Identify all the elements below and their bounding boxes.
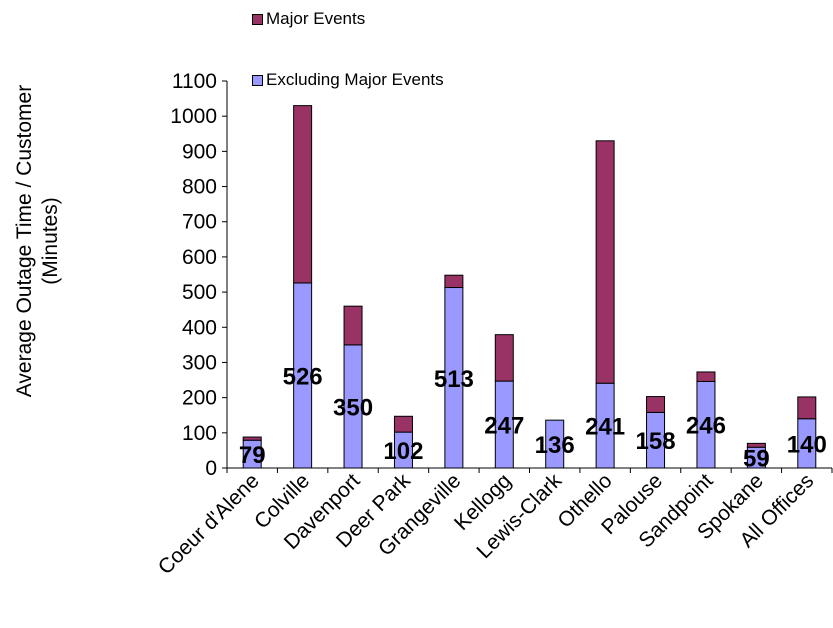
data-label: 526 [283, 363, 323, 390]
y-tick-label: 800 [182, 176, 217, 199]
y-tick-label: 1000 [170, 105, 217, 128]
legend-item-major-events: Major Events [252, 9, 365, 29]
bar-major-events [696, 371, 716, 382]
data-label: 79 [239, 442, 266, 469]
data-label: 247 [484, 413, 524, 440]
legend-swatch-excluding-major-events [252, 74, 263, 86]
bar-excluding-major-events [545, 419, 565, 469]
data-label: 140 [787, 431, 827, 458]
y-tick-label: 300 [182, 351, 217, 374]
data-label: 158 [636, 428, 676, 455]
bar-major-events [293, 105, 313, 284]
bar-major-events [242, 436, 262, 441]
bar-major-events [595, 140, 615, 384]
data-label: 241 [585, 414, 625, 441]
legend-item-excluding-major-events: Excluding Major Events [252, 70, 444, 90]
y-tick-label: 1100 [172, 70, 217, 93]
bar-major-events [343, 305, 363, 346]
y-tick-label: 400 [182, 316, 217, 339]
bar-major-events [797, 396, 817, 420]
bar-major-events [746, 442, 766, 448]
data-label: 350 [333, 394, 373, 421]
y-tick-label: 600 [182, 246, 217, 269]
bar-major-events [393, 415, 413, 433]
y-tick-label: 700 [182, 211, 217, 234]
data-label: 513 [434, 366, 474, 393]
y-tick-label: 0 [205, 457, 217, 480]
y-tick-label: 900 [182, 140, 217, 163]
data-label: 136 [535, 432, 575, 459]
x-tick-label: Coeur d'Alene [154, 469, 264, 579]
bar-major-events [646, 396, 666, 413]
y-tick-label: 200 [182, 387, 217, 410]
legend-swatch-major-events [252, 13, 263, 25]
data-label: 246 [686, 413, 726, 440]
y-tick-label: 100 [182, 422, 217, 445]
legend-label-major-events: Major Events [266, 9, 366, 28]
data-label: 102 [383, 438, 423, 465]
data-label: 59 [743, 446, 770, 473]
bar-major-events [444, 274, 464, 289]
y-tick-label: 500 [182, 281, 217, 304]
bar-major-events [494, 334, 514, 382]
legend-label-excluding-major-events: Excluding Major Events [266, 70, 444, 89]
